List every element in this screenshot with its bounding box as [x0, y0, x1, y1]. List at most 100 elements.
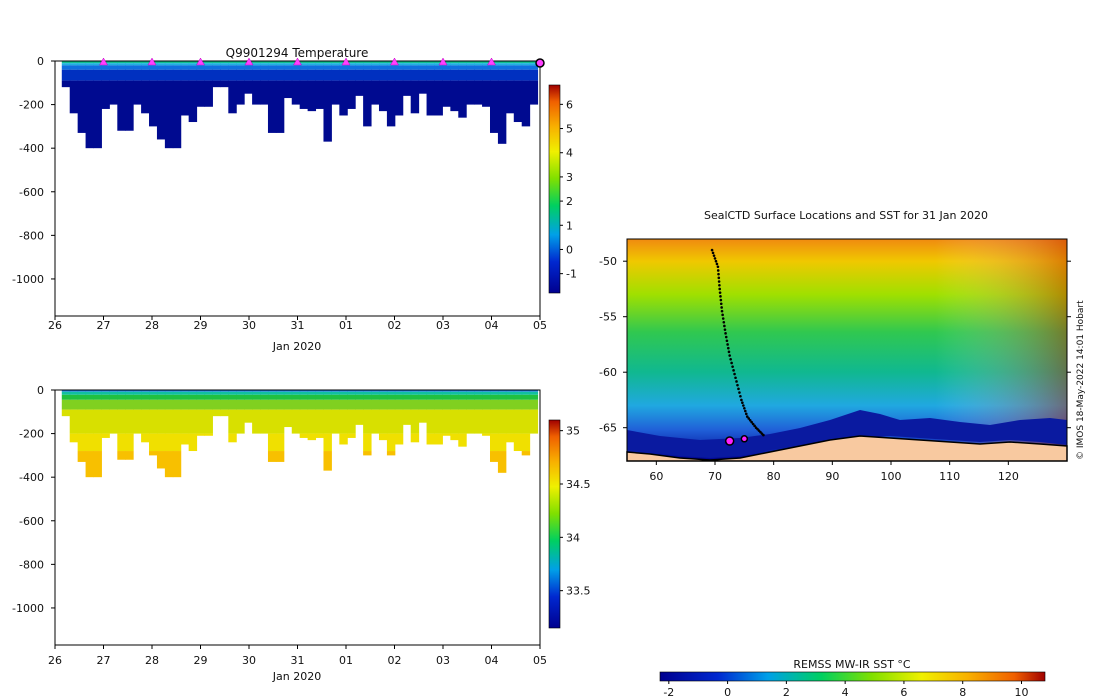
- section-cell: [244, 65, 253, 70]
- section-cell: [378, 433, 388, 441]
- section-cell: [109, 80, 118, 105]
- section-cell: [180, 80, 190, 116]
- section-cell: [418, 391, 428, 395]
- section-cell: [450, 65, 459, 70]
- salinity-y-tick-label: -600: [19, 515, 44, 528]
- section-cell: [482, 69, 491, 81]
- section-cell: [299, 69, 309, 81]
- section-cell: [267, 399, 277, 410]
- section-cell: [347, 80, 356, 109]
- section-cell: [267, 65, 277, 70]
- section-cell: [283, 69, 293, 81]
- section-cell: [61, 409, 71, 417]
- track-point: [729, 357, 732, 361]
- track-point: [720, 309, 724, 313]
- section-cell: [252, 65, 261, 70]
- section-cell: [482, 63, 491, 66]
- section-cell: [315, 391, 324, 395]
- section-cell: [212, 394, 221, 400]
- section-cell: [394, 433, 404, 445]
- section-cell: [164, 65, 174, 70]
- section-cell: [497, 399, 507, 410]
- section-cell: [505, 394, 515, 400]
- section-cell: [172, 63, 182, 66]
- section-cell: [236, 390, 245, 392]
- seal-track: [710, 248, 765, 437]
- section-cell: [315, 409, 324, 434]
- sst-colorbar-label: 8: [959, 686, 966, 699]
- section-cell: [188, 433, 198, 452]
- section-cell: [109, 61, 118, 64]
- section-cell: [482, 391, 491, 395]
- section-cell: [141, 394, 150, 400]
- section-cell: [410, 69, 420, 81]
- section-cell: [164, 63, 174, 66]
- section-cell: [220, 61, 229, 64]
- section-cell: [434, 399, 443, 410]
- section-cell: [275, 69, 285, 81]
- section-cell: [521, 61, 531, 64]
- credit-text: © IMOS 18-May-2022 14:01 Hobart: [1076, 300, 1086, 460]
- section-cell: [117, 390, 126, 392]
- section-cell: [61, 61, 71, 64]
- section-cell: [244, 399, 253, 410]
- section-cell: [156, 409, 166, 434]
- sst-map-y-ticks: -50 -55 -60 -65: [599, 255, 617, 435]
- section-cell: [228, 409, 237, 434]
- section-cell: [489, 65, 499, 70]
- section-cell: [363, 451, 372, 456]
- profile-marker: [438, 57, 448, 66]
- section-cell: [101, 433, 110, 438]
- section-cell: [529, 394, 539, 400]
- section-cell: [307, 394, 317, 400]
- section-cell: [331, 391, 340, 395]
- section-cell: [529, 61, 539, 64]
- section-cell: [133, 61, 142, 64]
- section-cell: [513, 80, 523, 123]
- section-cell: [133, 63, 142, 66]
- section-cell: [93, 451, 102, 478]
- track-point: [726, 346, 730, 350]
- section-cell: [402, 69, 412, 81]
- section-cell: [339, 409, 348, 434]
- section-cell: [101, 80, 110, 109]
- section-cell: [426, 399, 435, 410]
- section-cell: [331, 61, 340, 64]
- section-cell: [442, 433, 451, 436]
- section-cell: [474, 61, 483, 64]
- section-cell: [434, 61, 443, 64]
- section-cell: [228, 399, 237, 410]
- section-cell: [69, 65, 79, 70]
- section-cell: [394, 63, 404, 66]
- section-cell: [418, 63, 428, 66]
- section-cell: [117, 409, 126, 434]
- section-cell: [204, 390, 213, 392]
- section-cell: [133, 390, 142, 392]
- section-cell: [117, 433, 126, 452]
- section-cell: [378, 399, 388, 410]
- section-cell: [236, 409, 245, 434]
- section-cell: [260, 409, 269, 434]
- longitude-tick-label: 100: [881, 470, 902, 483]
- section-cell: [69, 80, 79, 114]
- section-cell: [85, 391, 95, 395]
- section-cell: [331, 409, 340, 434]
- section-cell: [386, 451, 396, 456]
- section-cell: [283, 394, 293, 400]
- section-cell: [69, 63, 79, 66]
- profile-marker: [487, 57, 496, 66]
- section-cell: [188, 390, 198, 392]
- section-cell: [450, 390, 459, 392]
- section-cell: [164, 399, 174, 410]
- section-cell: [450, 394, 459, 400]
- temperature-colorbar: [548, 84, 561, 294]
- track-point: [737, 387, 740, 391]
- section-cell: [505, 80, 515, 114]
- section-cell: [77, 394, 87, 400]
- section-cell: [489, 409, 499, 434]
- section-cell: [164, 390, 174, 392]
- section-cell: [228, 63, 237, 66]
- section-cell: [458, 433, 467, 447]
- temperature-x-tick-label: 04: [485, 319, 499, 332]
- section-cell: [101, 409, 110, 434]
